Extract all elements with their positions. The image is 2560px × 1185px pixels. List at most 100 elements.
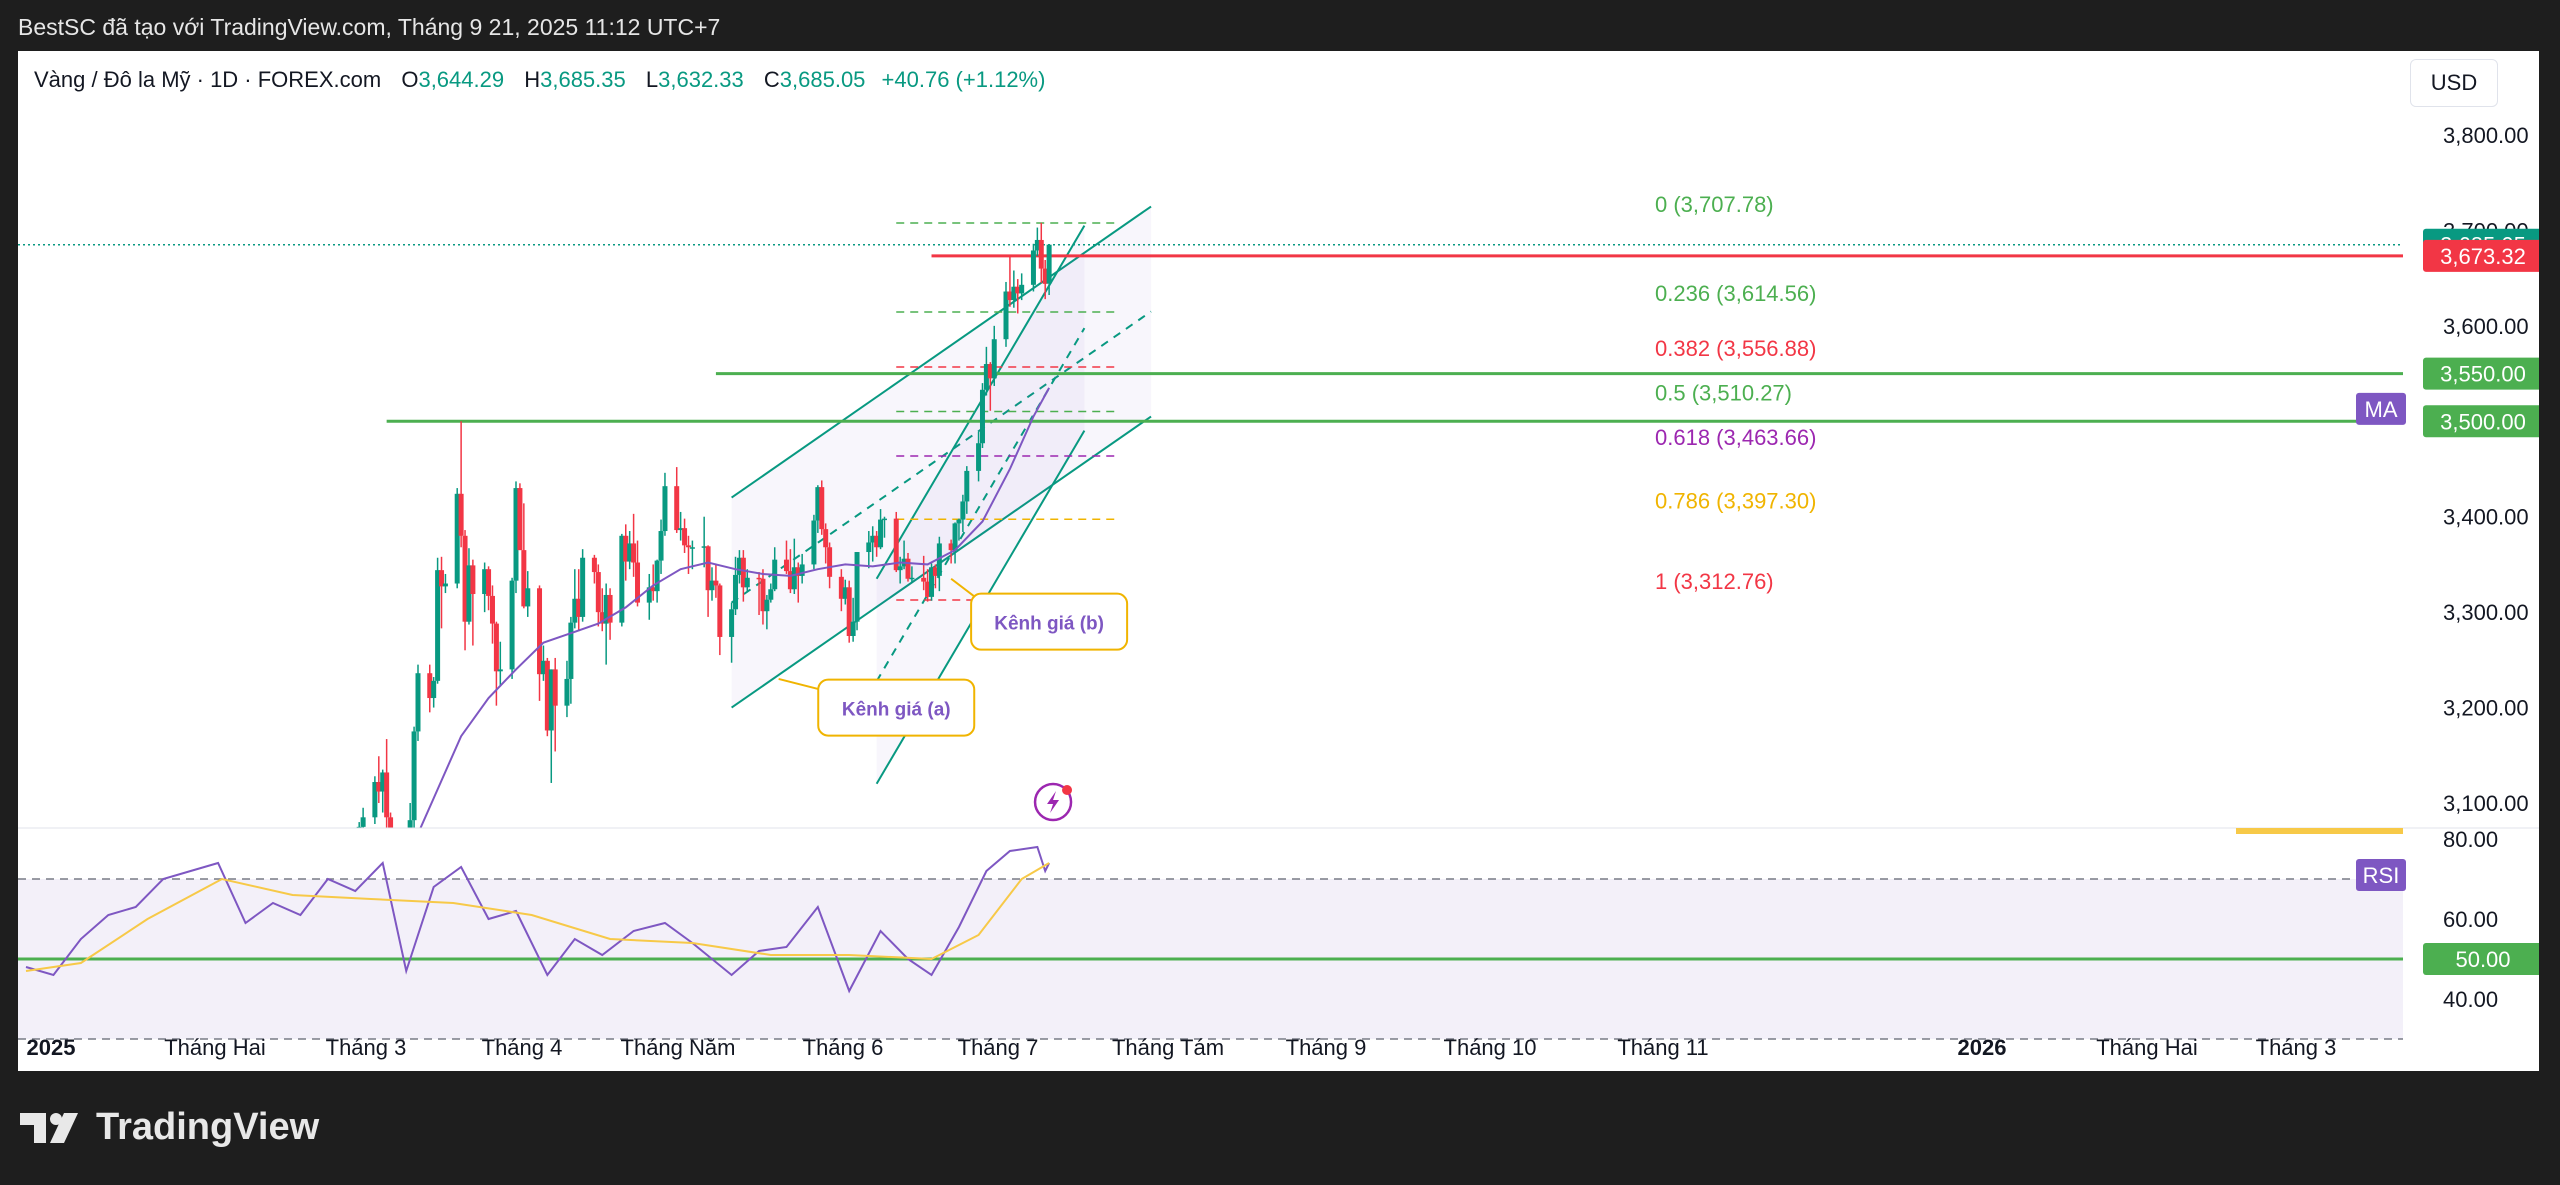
attribution-text: BestSC đã tạo với TradingView.com, Tháng… [18,14,721,40]
candle-body [427,673,433,699]
candle-body [525,588,531,607]
candle [674,467,680,533]
candle [1034,227,1040,257]
candle-body [799,564,805,576]
candle [376,756,382,803]
chart-frame[interactable]: 0 (3,707.78) 0.236 (3,614.56) 0.382 (3,556… [18,51,2539,1071]
rsi-tag-label: 50.00 [2455,947,2510,972]
candle-body [650,587,656,592]
candle [521,503,527,609]
candle-body [823,529,829,548]
candle [787,549,793,594]
candle-body [580,557,586,617]
candle [537,585,543,701]
candle [783,540,789,574]
candle-body [952,523,958,551]
candle-body [537,588,543,675]
candle-body [1038,239,1044,269]
high-label: H [524,67,541,92]
candle [795,562,801,603]
candle-body [493,623,499,672]
candle [486,566,492,611]
candle [646,573,652,620]
fib-label-1: 1 (3,312.76) [1655,569,1774,594]
candle [870,526,876,562]
candle-body [846,587,852,636]
candle-body [787,571,793,590]
candle [654,559,660,603]
fib-label-0.618: 0.618 (3,463.66) [1655,425,1816,450]
candle [482,562,488,613]
candle-body [936,543,942,576]
candle [427,664,433,713]
candle-body [372,782,378,818]
time-axis-label: 2026 [1958,1035,2007,1060]
candle [525,571,531,617]
price-tag-label: 3,550.00 [2440,362,2526,387]
candle-body [689,547,695,549]
price-tick-label: 3,800.00 [2443,123,2529,148]
candle-body [744,577,750,588]
channel-mid-line-0 [731,310,1152,604]
candle [838,569,844,612]
candle-body [497,669,503,672]
candle-body [764,599,770,612]
candle [568,616,574,704]
candle-body [827,547,833,577]
candle [458,421,464,548]
price-tick-label: 3,100.00 [2443,791,2529,816]
candle-body [591,557,597,573]
time-axis-label: Tháng Hai [2096,1035,2198,1060]
candle-body [960,501,966,520]
candle [572,569,578,629]
candle [356,822,362,828]
candle-body [701,546,707,548]
candle-body [470,565,476,595]
candle-body [595,572,601,613]
rsi-tag-box [2423,943,2539,975]
candle-body [627,543,633,562]
candle-body [756,577,762,580]
candle-body [682,528,688,546]
candle-body [1007,291,1013,301]
time-axis-label: Tháng 11 [1617,1035,1708,1060]
candle [415,664,421,741]
candle-body [552,669,558,706]
candle-body [1030,250,1036,285]
candle [380,769,386,813]
candle-body [1019,284,1025,294]
candle [929,563,935,601]
lightning-icon-dot [1062,785,1073,795]
candle-body [838,576,844,599]
candle [631,513,637,577]
price-chart[interactable]: 0 (3,707.78) 0.236 (3,614.56) 0.382 (3,556… [18,51,2539,1071]
candle-body [956,519,962,524]
candle [827,542,833,589]
candle [815,485,821,533]
candle-body [878,519,884,548]
tradingview-logo[interactable]: TradingView [20,1106,319,1149]
ma-badge [2356,392,2406,425]
candle [580,549,586,622]
fib-label-0.382: 0.382 (3,556.88) [1655,336,1816,361]
currency-button[interactable]: USD [2410,59,2498,107]
ma-line [419,387,1050,828]
candle-body [439,570,445,587]
candle [764,594,770,630]
candle [717,583,723,656]
candle [540,645,546,681]
annotation-label-0: Kênh giá (a) [842,700,951,721]
time-axis-label: Tháng 6 [803,1035,884,1060]
candle [1019,273,1025,301]
candle-body [795,567,801,576]
rsi-tick-label: 80.00 [2443,827,2498,852]
time-axis-label: Tháng Năm [621,1035,736,1060]
annotation-label-1: Kênh giá (b) [994,614,1104,635]
candle [384,739,390,828]
fib-label-0.786: 0.786 (3,397.30) [1655,488,1816,513]
candle-body [376,782,382,792]
symbol-name: Vàng / Đô la Mỹ · 1D · FOREX.com [34,67,382,92]
candle [956,518,962,541]
candle-body [842,587,848,599]
candle [866,531,872,569]
